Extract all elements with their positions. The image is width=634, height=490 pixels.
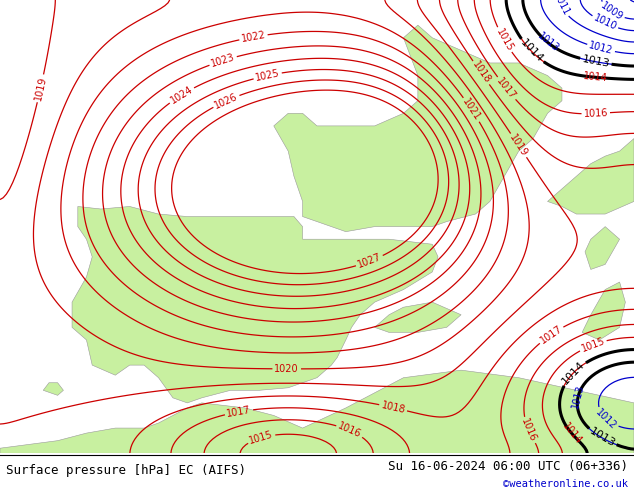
Text: 1016: 1016 <box>519 417 538 443</box>
Text: 1020: 1020 <box>275 364 299 374</box>
Text: 1009: 1009 <box>598 1 624 23</box>
Polygon shape <box>0 370 634 453</box>
Text: 1018: 1018 <box>380 400 406 415</box>
Text: 1019: 1019 <box>33 75 48 101</box>
Polygon shape <box>548 139 634 214</box>
Text: 1023: 1023 <box>210 52 236 69</box>
Text: Surface pressure [hPa] EC (AIFS): Surface pressure [hPa] EC (AIFS) <box>6 465 247 477</box>
Text: 1022: 1022 <box>240 30 266 44</box>
Text: 1015: 1015 <box>494 27 515 53</box>
Text: 1027: 1027 <box>356 252 383 270</box>
Text: 1014: 1014 <box>560 420 583 446</box>
Text: 1016: 1016 <box>337 421 363 440</box>
Text: 1015: 1015 <box>579 336 606 354</box>
Text: 1025: 1025 <box>254 68 281 83</box>
Text: 1017: 1017 <box>226 405 252 419</box>
Polygon shape <box>274 25 562 232</box>
Text: 1014: 1014 <box>560 359 587 387</box>
Text: 1013: 1013 <box>571 383 586 409</box>
Text: 1014: 1014 <box>518 38 545 65</box>
Text: 1017: 1017 <box>495 75 518 101</box>
Text: 1014: 1014 <box>583 71 609 83</box>
Polygon shape <box>43 383 63 395</box>
Text: 1017: 1017 <box>538 323 564 345</box>
Text: 1011: 1011 <box>551 0 571 18</box>
Text: 1013: 1013 <box>581 54 611 69</box>
Text: ©weatheronline.co.uk: ©weatheronline.co.uk <box>503 480 628 490</box>
Text: Su 16-06-2024 06:00 UTC (06+336): Su 16-06-2024 06:00 UTC (06+336) <box>387 460 628 473</box>
Text: 1021: 1021 <box>460 97 482 122</box>
Text: 1016: 1016 <box>583 108 608 119</box>
Polygon shape <box>585 227 619 270</box>
Text: 1013: 1013 <box>588 426 617 449</box>
Text: 1015: 1015 <box>248 429 275 446</box>
Text: 1019: 1019 <box>508 132 529 158</box>
Text: 1018: 1018 <box>470 60 492 86</box>
Polygon shape <box>375 302 461 332</box>
Text: 1010: 1010 <box>592 13 618 32</box>
Text: 1026: 1026 <box>213 91 240 111</box>
Text: 1012: 1012 <box>588 41 614 56</box>
Polygon shape <box>582 282 625 340</box>
Text: 1012: 1012 <box>594 407 619 431</box>
Text: 1024: 1024 <box>169 84 195 106</box>
Polygon shape <box>72 206 438 403</box>
Text: 1013: 1013 <box>535 31 560 54</box>
